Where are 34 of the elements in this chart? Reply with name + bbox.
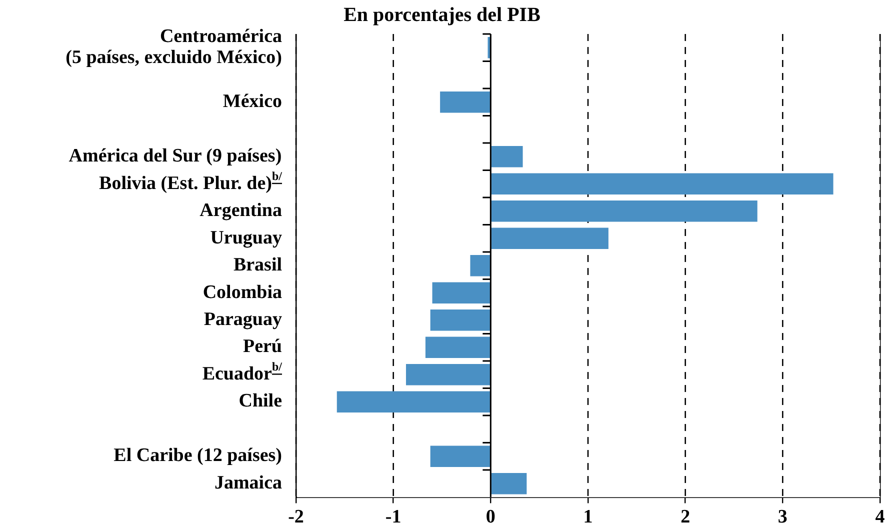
x-tick-label: 1 [583,506,593,528]
y-tick-label: México [222,91,282,112]
y-tick-label: Centroamérica (5 países, excluido México) [66,26,282,68]
y-tick-label: Jamaica [214,472,282,494]
x-tick-label: 2 [680,506,690,528]
bar [491,472,527,494]
x-tick-label: 3 [778,506,788,528]
y-tick-label: Chile [238,390,282,412]
y-tick-label: Brasil [233,254,282,276]
x-tick-label: -1 [385,506,402,528]
x-tick-label: 0 [486,506,496,528]
bar [491,200,758,222]
bar [430,446,490,467]
x-tick-label: 4 [875,506,886,528]
bar [470,254,490,276]
bar [430,309,490,331]
y-tick-label: Perú [242,336,282,358]
bar [406,364,490,386]
bar [425,336,490,358]
y-tick-label: Uruguay [210,227,282,248]
bar [440,91,490,113]
y-tick-label: El Caribe (12 países) [114,445,282,466]
bar [491,173,834,194]
bar [432,282,490,304]
y-tick-label: América del Sur (9 países) [68,146,282,167]
y-tick-label: Argentina [200,200,282,222]
y-tick-label: Colombia [202,282,282,303]
y-tick-label: Paraguay [204,309,282,330]
bar [488,36,490,58]
chart-title: En porcentajes del PIB [344,4,540,26]
x-tick-label: -2 [288,506,304,528]
bar [491,146,523,168]
bar [336,391,490,412]
bar [491,228,608,249]
